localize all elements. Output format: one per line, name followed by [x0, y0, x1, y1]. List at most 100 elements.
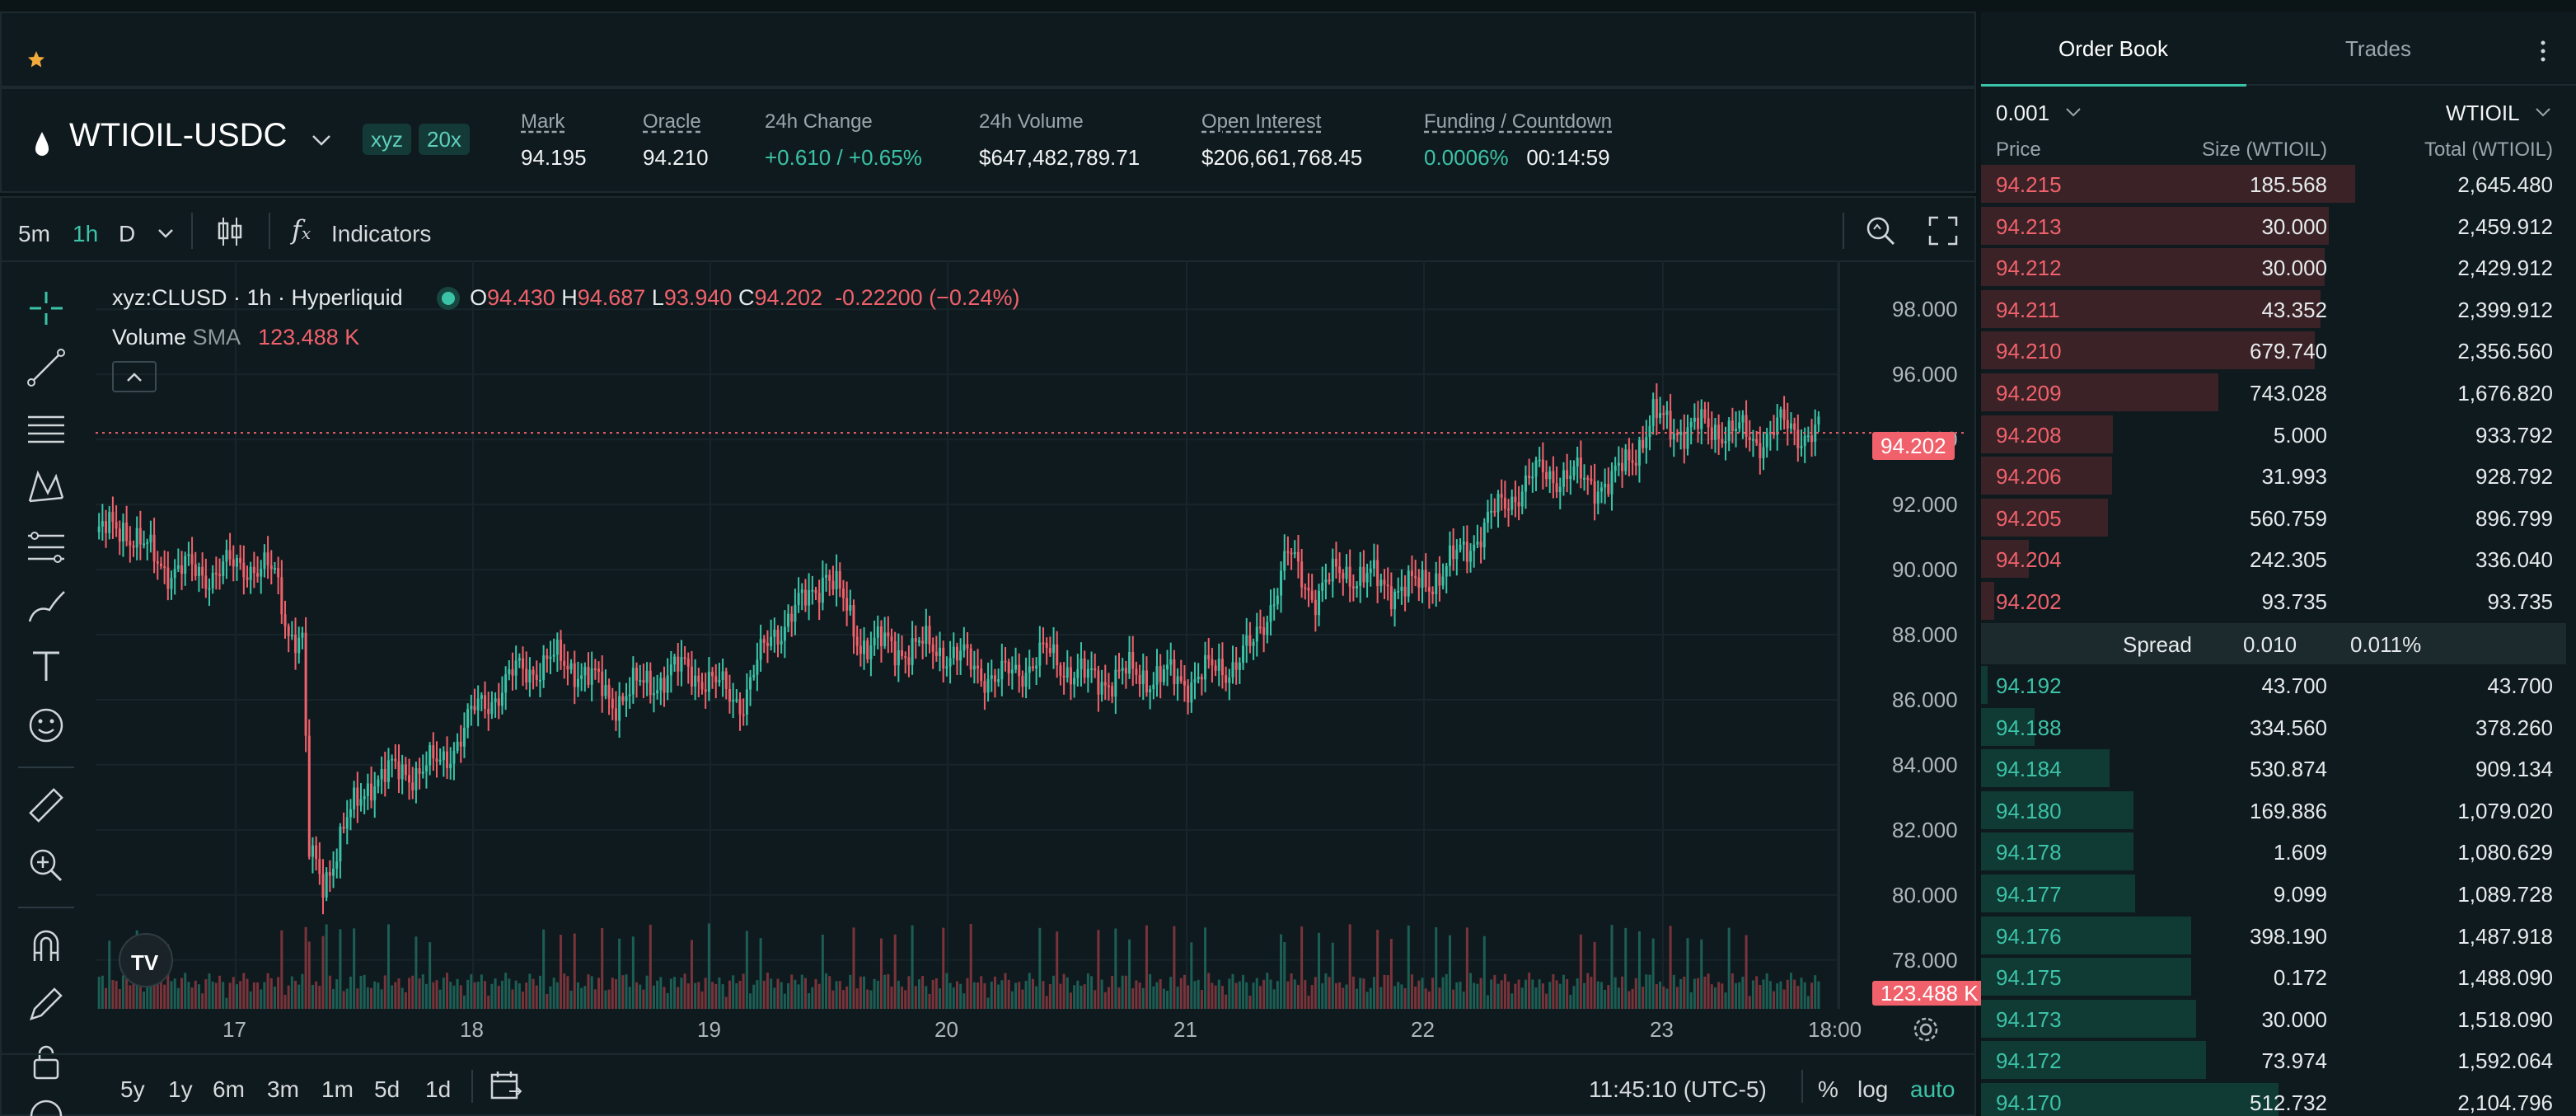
volume-bar [817, 983, 821, 1009]
volume-bar [1593, 941, 1596, 1009]
volume-bar [353, 928, 356, 1009]
star-icon[interactable] [26, 49, 46, 69]
horizontal-lines-icon[interactable] [25, 407, 68, 450]
candle-body [645, 670, 649, 683]
clock[interactable]: 11:45:10 (UTC-5) [1589, 1076, 1767, 1102]
chevron-down-icon[interactable] [2535, 107, 2551, 117]
ask-row[interactable]: 94.215 185.568 2,645.480 [1981, 163, 2566, 204]
volume-bar [1318, 932, 1321, 1009]
crosshair-icon[interactable] [25, 287, 68, 330]
volume-bar [1207, 973, 1211, 1009]
ask-row[interactable]: 94.205 560.759 896.799 [1981, 497, 2566, 538]
price-chart[interactable]: 98.00096.00094.00092.00090.00088.00086.0… [96, 260, 1978, 1009]
volume-bar [1669, 926, 1672, 1009]
eye-icon[interactable] [25, 1095, 68, 1116]
percent-scale-toggle[interactable]: % [1818, 1076, 1838, 1102]
range-6m[interactable]: 6m [213, 1076, 245, 1102]
candle-body [1321, 582, 1324, 591]
candlestick-type-icon[interactable] [216, 216, 244, 247]
volume-bar [1703, 976, 1707, 1009]
market-symbol[interactable]: WTIOIL-USDC [69, 117, 288, 153]
candle-body [1159, 666, 1162, 682]
chevron-down-icon[interactable] [2065, 107, 2082, 117]
collapse-legend-button[interactable] [112, 361, 157, 392]
ruler-icon[interactable] [25, 785, 68, 828]
ask-row[interactable]: 94.208 5.000 933.792 [1981, 414, 2566, 455]
bid-row[interactable]: 94.176 398.190 1,487.918 [1981, 915, 2566, 956]
range-5d[interactable]: 5d [374, 1076, 400, 1102]
bid-row[interactable]: 94.178 1.609 1,080.629 [1981, 831, 2566, 872]
volume-bar [969, 923, 972, 1009]
log-scale-toggle[interactable]: log [1857, 1076, 1889, 1102]
depth-bar [1981, 666, 1988, 704]
ask-row[interactable]: 94.212 30.000 2,429.912 [1981, 246, 2566, 288]
bid-row[interactable]: 94.173 30.000 1,518.090 [1981, 998, 2566, 1039]
bid-row[interactable]: 94.184 530.874 909.134 [1981, 748, 2566, 789]
bid-row[interactable]: 94.170 512.732 2,104.796 [1981, 1081, 2566, 1116]
volume-bar [1131, 987, 1135, 1009]
ask-row[interactable]: 94.209 743.028 1,676.820 [1981, 372, 2566, 413]
indicators-button[interactable]: Indicators [331, 221, 432, 246]
timeframe-5m[interactable]: 5m [18, 221, 50, 246]
orderbook-price: 94.173 [1996, 1006, 2062, 1032]
magnet-icon[interactable] [25, 925, 68, 968]
candle-body [204, 575, 208, 589]
candle-body [1145, 670, 1148, 692]
search-zoom-icon[interactable] [1864, 214, 1897, 247]
fullscreen-icon[interactable] [1928, 216, 1958, 246]
range-1d[interactable]: 1d [425, 1076, 452, 1102]
volume-bar [1490, 979, 1493, 1009]
orderbook-total: 2,459.912 [2457, 213, 2553, 239]
unit-select[interactable]: WTIOIL [2446, 101, 2520, 125]
candle-body [518, 658, 521, 661]
text-tool-icon[interactable] [25, 645, 68, 687]
bid-row[interactable]: 94.172 73.974 1,592.064 [1981, 1039, 2566, 1081]
candle-body [704, 689, 707, 692]
ask-row[interactable]: 94.213 30.000 2,459.912 [1981, 205, 2566, 246]
brush-icon[interactable] [25, 585, 68, 628]
range-1m[interactable]: 1m [321, 1076, 354, 1102]
lock-icon[interactable] [25, 1040, 68, 1083]
tradingview-logo[interactable]: TV [119, 933, 173, 987]
range-1y[interactable]: 1y [168, 1076, 193, 1102]
trend-line-icon[interactable] [25, 346, 68, 389]
candle-body [680, 657, 683, 672]
candle-body [1024, 673, 1028, 687]
timeframe-d[interactable]: D [119, 221, 136, 246]
ask-row[interactable]: 94.202 93.735 93.735 [1981, 580, 2566, 621]
ask-row[interactable]: 94.210 679.740 2,356.560 [1981, 330, 2566, 371]
calendar-goto-icon[interactable] [489, 1070, 522, 1101]
tick-size-select[interactable]: 0.001 [1996, 101, 2050, 125]
zoom-in-icon[interactable] [25, 844, 68, 887]
bid-row[interactable]: 94.192 43.700 43.700 [1981, 664, 2566, 706]
volume-bar [373, 981, 377, 1009]
bid-row[interactable]: 94.188 334.560 378.260 [1981, 706, 2566, 748]
volume-bar [1779, 981, 1782, 1009]
ask-row[interactable]: 94.206 31.993 928.792 [1981, 455, 2566, 496]
candle-body [1334, 558, 1337, 567]
emoji-icon[interactable] [25, 704, 68, 747]
tab-trades[interactable]: Trades [2345, 36, 2411, 61]
auto-scale-toggle[interactable]: auto [1910, 1076, 1955, 1102]
candle-body [1803, 435, 1806, 447]
pencil-lock-icon[interactable] [25, 982, 68, 1025]
bid-row[interactable]: 94.175 0.172 1,488.090 [1981, 956, 2566, 997]
range-5y[interactable]: 5y [120, 1076, 145, 1102]
timeframe-1h[interactable]: 1h [73, 221, 99, 246]
pattern-icon[interactable] [25, 465, 68, 508]
chart-panel [0, 196, 1976, 1116]
range-3m[interactable]: 3m [267, 1076, 299, 1102]
ask-row[interactable]: 94.204 242.305 336.040 [1981, 538, 2566, 579]
tab-order-book[interactable]: Order Book [2058, 36, 2168, 61]
fib-levels-icon[interactable] [25, 526, 68, 569]
more-vertical-icon[interactable] [2538, 40, 2548, 63]
chart-settings-icon[interactable] [1912, 1015, 1940, 1043]
bid-row[interactable]: 94.177 9.099 1,089.728 [1981, 873, 2566, 914]
function-icon[interactable]: fx [292, 214, 311, 246]
ask-row[interactable]: 94.211 43.352 2,399.912 [1981, 288, 2566, 330]
chevron-down-icon[interactable] [157, 227, 175, 239]
bid-row[interactable]: 94.180 169.886 1,079.020 [1981, 790, 2566, 831]
candle-body [1782, 409, 1786, 420]
candle-body [711, 672, 714, 677]
chevron-down-icon[interactable] [310, 132, 333, 148]
